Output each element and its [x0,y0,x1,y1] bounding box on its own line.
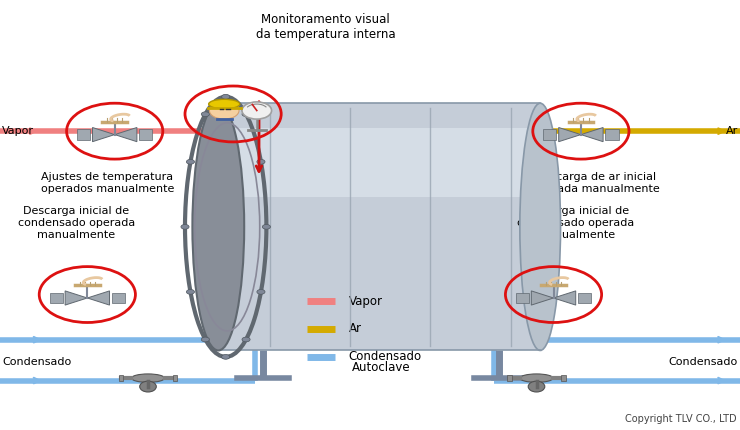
Text: Ar: Ar [349,322,362,335]
Polygon shape [92,128,115,142]
Circle shape [257,289,265,294]
Bar [173,375,177,381]
Bar [605,129,619,140]
Circle shape [242,102,272,119]
Text: Descarga inicial de
condensado operada
manualmente: Descarga inicial de condensado operada m… [18,206,135,240]
Bar [139,129,152,140]
Bar [50,292,63,304]
Circle shape [262,224,271,229]
Text: Ar: Ar [725,126,738,136]
Text: Copyright TLV CO., LTD: Copyright TLV CO., LTD [625,414,736,424]
Bar [112,292,125,304]
Bar [508,375,511,381]
Circle shape [222,95,229,99]
Polygon shape [554,291,576,305]
Circle shape [242,112,250,117]
Circle shape [201,112,209,117]
Circle shape [181,224,189,229]
Text: Condensado: Condensado [2,357,72,367]
Text: Autoclave: Autoclave [352,361,411,374]
Bar [77,129,90,140]
Polygon shape [581,128,603,142]
Ellipse shape [132,374,164,382]
Bar [578,292,591,304]
FancyBboxPatch shape [218,103,540,350]
Polygon shape [115,128,137,142]
Text: Condensado: Condensado [349,350,422,363]
Text: Descarga inicial de
condensado operada
manualmente: Descarga inicial de condensado operada m… [517,206,634,240]
Bar [562,375,565,381]
Ellipse shape [140,381,156,392]
Ellipse shape [528,381,545,392]
Polygon shape [65,291,87,305]
Circle shape [201,337,209,342]
Bar [119,375,123,381]
Text: Condensado: Condensado [668,357,738,367]
Ellipse shape [209,99,240,109]
Text: Vapor: Vapor [349,295,383,307]
Ellipse shape [519,103,561,350]
Circle shape [186,289,195,294]
Circle shape [186,160,195,164]
Polygon shape [559,128,581,142]
FancyBboxPatch shape [218,128,540,197]
Circle shape [257,160,265,164]
Bar [516,292,529,304]
Polygon shape [87,291,110,305]
Polygon shape [531,291,554,305]
Text: Monitoramento visual
da temperatura interna: Monitoramento visual da temperatura inte… [256,13,395,41]
Circle shape [242,337,250,342]
Bar [543,129,556,140]
Circle shape [209,102,239,119]
Ellipse shape [192,103,244,350]
Ellipse shape [520,374,553,382]
Text: Descarga de ar inicial
operada manualmente: Descarga de ar inicial operada manualmen… [532,172,659,194]
Text: Vapor: Vapor [2,126,34,136]
Text: Ajustes de temperatura
operados manualmente: Ajustes de temperatura operados manualme… [41,172,174,194]
Circle shape [222,354,229,359]
